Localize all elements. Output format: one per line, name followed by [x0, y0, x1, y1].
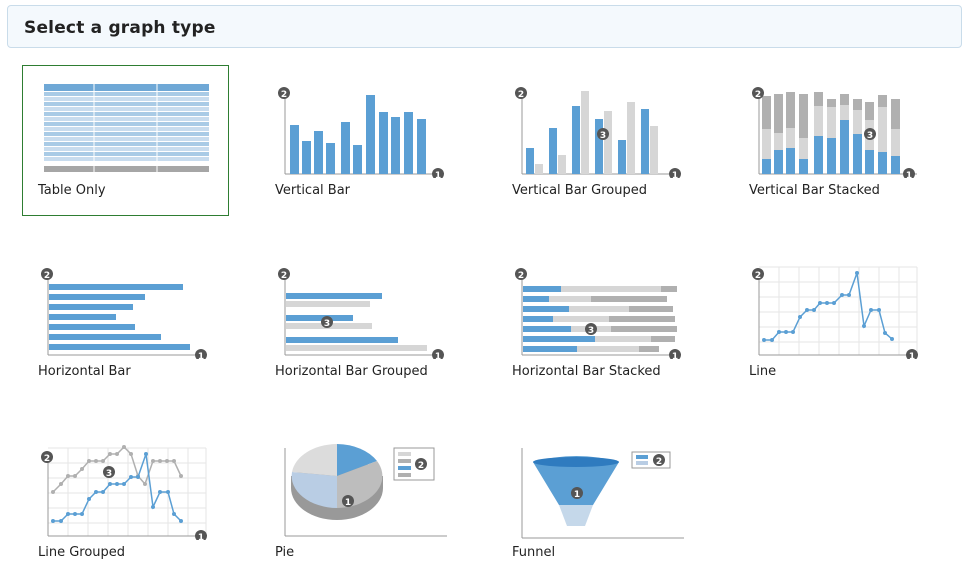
svg-text:1: 1	[672, 171, 678, 178]
svg-text:3: 3	[600, 131, 606, 141]
svg-text:1: 1	[909, 352, 915, 359]
svg-text:3: 3	[324, 319, 330, 329]
line-grouped-icon: 3 2 1	[41, 445, 207, 540]
graph-type-vertical-bar[interactable]: 2 1 Vertical Bar	[259, 65, 466, 216]
svg-text:1: 1	[435, 352, 441, 359]
tile-label: Line Grouped	[38, 545, 126, 560]
page-header: Select a graph type	[7, 5, 962, 48]
svg-text:1: 1	[345, 498, 351, 508]
horizontal-bar-grouped-icon: 3 2 1	[278, 268, 444, 359]
graph-type-line-grouped[interactable]: 3 2 1 Line Grouped	[22, 427, 229, 578]
svg-text:2: 2	[281, 90, 287, 100]
table-only-icon	[44, 84, 209, 172]
line-icon: 2 1	[752, 266, 918, 359]
svg-text:1: 1	[906, 171, 912, 178]
svg-text:1: 1	[672, 352, 678, 359]
tile-label: Table Only	[38, 183, 106, 198]
svg-text:2: 2	[518, 90, 524, 100]
svg-text:2: 2	[44, 271, 50, 281]
graph-type-funnel[interactable]: 1 2 Funnel	[496, 427, 703, 578]
vertical-bar-stacked-icon: 3 2 1	[752, 87, 917, 178]
tile-label: Vertical Bar Stacked	[749, 183, 880, 198]
graph-type-vertical-bar-stacked[interactable]: 3 2 1 Vertical Bar Stacked	[733, 65, 940, 216]
svg-text:2: 2	[518, 271, 524, 281]
svg-text:2: 2	[755, 90, 761, 100]
funnel-icon: 1 2	[521, 448, 684, 539]
svg-text:1: 1	[574, 490, 580, 500]
vertical-bar-icon: 2 1	[278, 87, 444, 178]
graph-type-pie[interactable]: 1 2 Pie	[259, 427, 466, 578]
graph-type-line[interactable]: 2 1 Line	[733, 246, 940, 397]
tile-label: Vertical Bar	[275, 183, 351, 198]
tile-label: Horizontal Bar Stacked	[512, 364, 661, 379]
page-title: Select a graph type	[24, 18, 216, 38]
graph-type-horizontal-bar-stacked[interactable]: 3 2 1 Horizontal Bar Stacked	[496, 246, 703, 397]
vertical-bar-grouped-icon: 3 2 1	[515, 87, 681, 178]
svg-text:2: 2	[281, 271, 287, 281]
tile-label: Line	[749, 364, 777, 379]
graph-type-vertical-bar-grouped[interactable]: 3 2 1 Vertical Bar Grouped	[496, 65, 703, 216]
svg-text:2: 2	[656, 457, 662, 467]
svg-text:2: 2	[755, 271, 761, 281]
tile-label: Pie	[275, 545, 295, 560]
pie-icon: 1 2	[284, 444, 447, 537]
tile-label: Funnel	[512, 545, 556, 560]
svg-text:1: 1	[435, 171, 441, 178]
svg-text:1: 1	[198, 533, 204, 540]
svg-text:3: 3	[588, 326, 594, 336]
tile-label: Horizontal Bar	[38, 364, 131, 379]
svg-text:1: 1	[198, 352, 204, 359]
svg-text:2: 2	[44, 454, 50, 464]
horizontal-bar-stacked-icon: 3 2 1	[515, 268, 681, 359]
tile-label: Vertical Bar Grouped	[512, 183, 647, 198]
tile-label: Horizontal Bar Grouped	[275, 364, 428, 379]
graph-type-table-only[interactable]: Table Only	[22, 65, 229, 216]
horizontal-bar-icon: 2 1	[41, 268, 207, 359]
svg-text:3: 3	[867, 131, 873, 141]
graph-type-horizontal-bar[interactable]: 2 1 Horizontal Bar	[22, 246, 229, 397]
graph-type-horizontal-bar-grouped[interactable]: 3 2 1 Horizontal Bar Grouped	[259, 246, 466, 397]
svg-text:3: 3	[106, 469, 112, 479]
svg-text:2: 2	[418, 461, 424, 471]
